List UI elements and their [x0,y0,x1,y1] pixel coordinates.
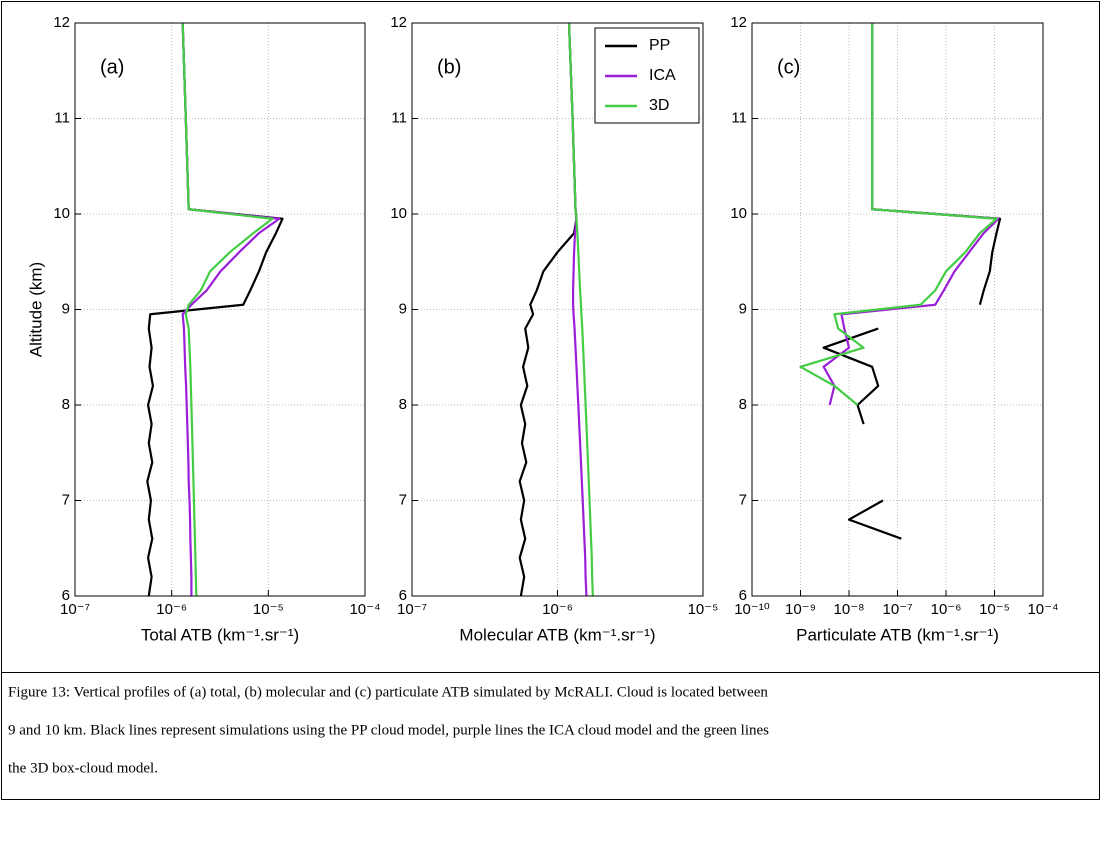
y-tick-label: 8 [739,396,747,413]
y-tick-label: 6 [739,587,747,604]
x-axis-label: Molecular ATB (km⁻¹.sr⁻¹) [459,625,655,644]
x-tick-label: 10⁻⁵ [253,601,284,618]
x-tick-label: 10⁻⁴ [1027,601,1058,618]
y-tick-label: 11 [54,109,70,126]
series-line [518,22,578,597]
x-tick-label: 10⁻⁸ [834,601,865,618]
x-axis-label: Total ATB (km⁻¹.sr⁻¹) [141,625,299,644]
caption-line: the 3D box-cloud model. [8,760,158,776]
y-tick-label: 8 [399,396,407,413]
legend-label: PP [649,37,670,54]
caption-line: Figure 13: Vertical profiles of (a) tota… [8,684,768,700]
y-tick-label: 11 [391,109,407,126]
x-tick-label: 10⁻⁶ [542,601,573,618]
panel-label: (b) [437,56,461,78]
series-line [181,22,281,596]
series-line [567,22,588,597]
y-tick-label: 9 [62,300,70,317]
y-tick-label: 7 [399,491,407,508]
y-tick-label: 12 [730,14,747,31]
series-line [799,23,998,406]
series-line [567,22,594,597]
plot-frame [411,22,704,597]
x-tick-label: 10⁻⁵ [979,601,1010,618]
legend-label: ICA [649,67,676,84]
x-tick-label: 10⁻⁷ [60,601,90,618]
y-tick-label: 9 [399,300,407,317]
x-tick-label: 10⁻⁶ [931,601,962,618]
y-tick-label: 12 [390,14,407,31]
caption-line: 9 and 10 km. Black lines represent simul… [8,722,769,738]
plot-frame [74,22,366,597]
x-tick-label: 10⁻⁹ [785,601,816,618]
y-tick-label: 10 [730,205,747,222]
y-tick-label: 10 [53,205,70,222]
x-tick-label: 10⁻⁶ [156,601,187,618]
y-tick-label: 10 [390,205,407,222]
panel-label: (a) [100,56,124,78]
y-tick-label: 9 [739,300,747,317]
x-tick-label: 10⁻⁴ [349,601,380,618]
x-tick-label: 10⁻¹⁰ [734,601,770,618]
y-tick-label: 12 [53,14,70,31]
y-axis-label: Altitude (km) [26,262,45,357]
x-tick-label: 10⁻⁵ [688,601,719,618]
x-tick-label: 10⁻⁷ [397,601,427,618]
y-tick-label: 8 [62,396,70,413]
panel-label: (c) [777,56,800,78]
plot-frame [751,22,1044,597]
y-tick-label: 7 [62,491,70,508]
y-tick-label: 7 [739,491,747,508]
x-axis-label: Particulate ATB (km⁻¹.sr⁻¹) [796,625,999,644]
y-tick-label: 6 [62,587,70,604]
frame [1,1,1100,800]
y-tick-label: 6 [399,587,407,604]
series-line [181,22,274,597]
series-line [146,22,284,597]
series-line [822,23,1002,540]
series-line [822,23,1000,406]
x-tick-label: 10⁻⁷ [882,601,912,618]
legend-label: 3D [649,97,669,114]
y-tick-label: 11 [731,109,747,126]
